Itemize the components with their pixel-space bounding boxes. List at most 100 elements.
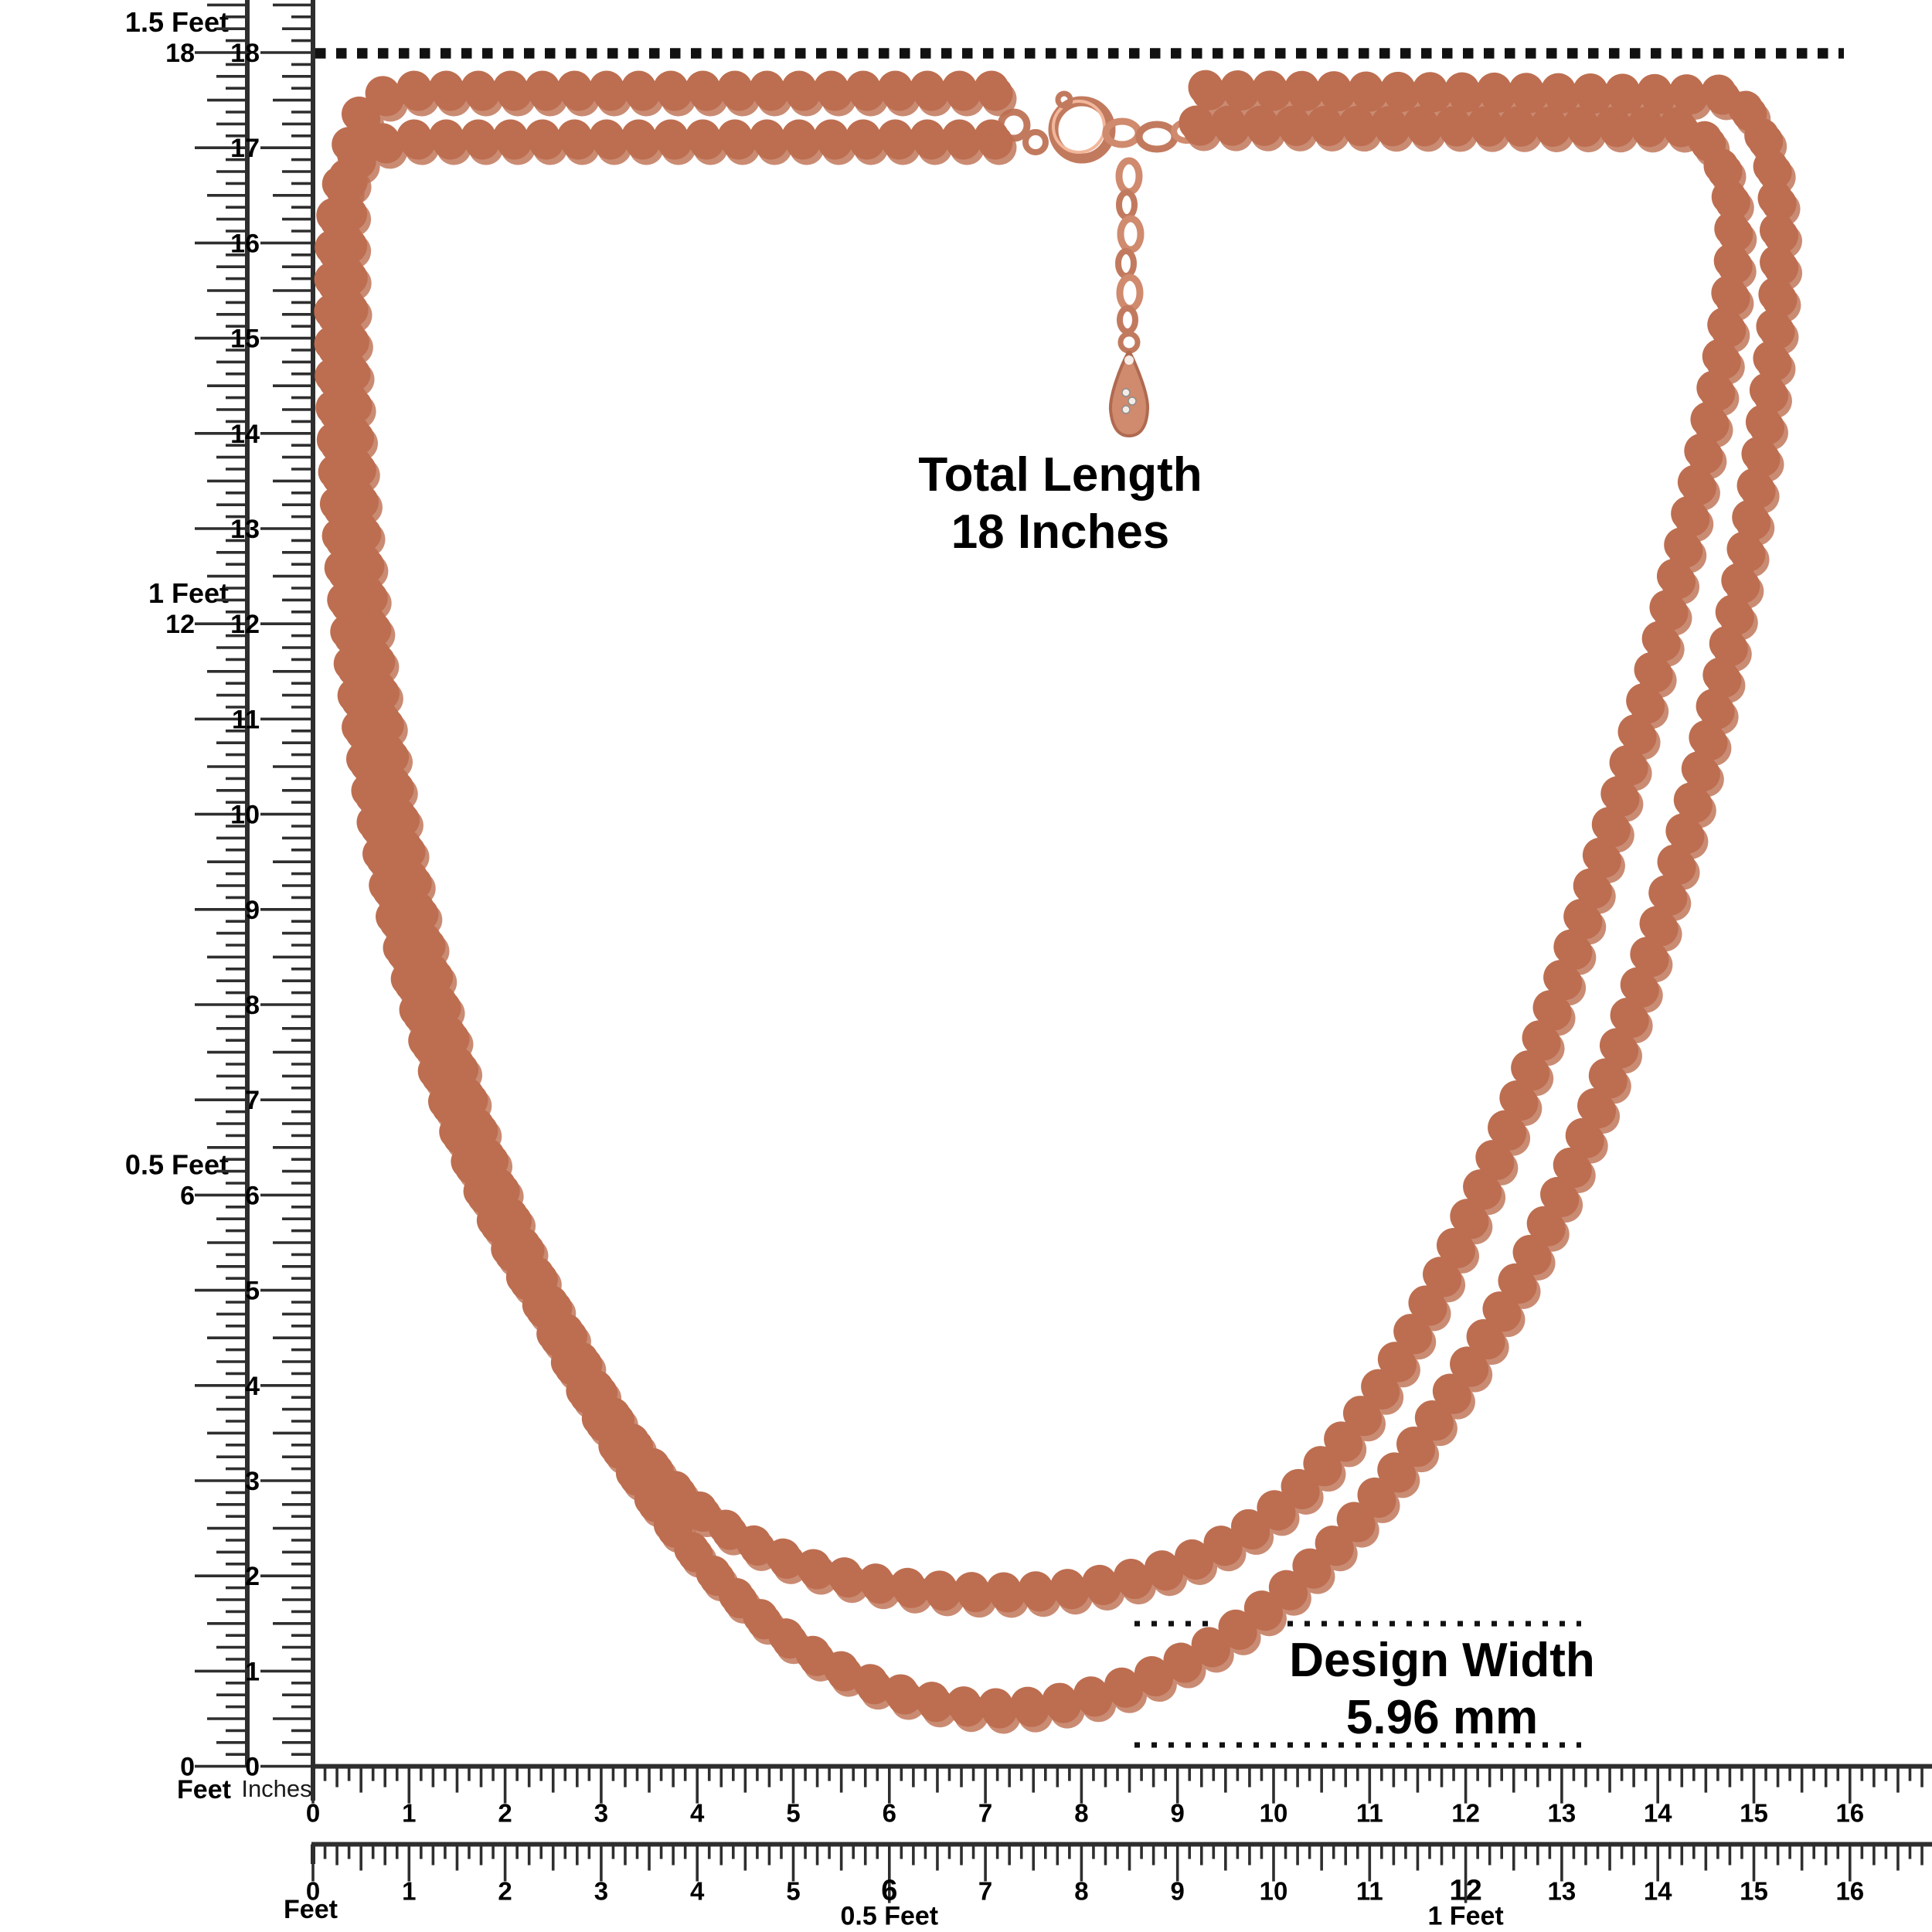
- chain-link: [1117, 331, 1141, 354]
- total-length-line1: Total Length: [918, 448, 1202, 502]
- design-width-label: Design Width 5.96 mm: [1187, 1632, 1697, 1747]
- clasp-assembly: [997, 90, 1203, 438]
- ruler-number: 3: [245, 1467, 260, 1496]
- ruler-number: 11: [1356, 1877, 1383, 1906]
- ruler-unit-label: Feet: [177, 1775, 231, 1804]
- ruler-number: 8: [245, 991, 260, 1020]
- ruler-number: 13: [230, 515, 260, 544]
- total-length-line2: 18 Inches: [951, 505, 1170, 559]
- ruler-number: 15: [1740, 1877, 1768, 1906]
- ruler-number: 1: [245, 1657, 260, 1686]
- ruler-number: 3: [594, 1877, 608, 1906]
- ruler-number: 0: [180, 1753, 195, 1782]
- ruler-number: 12: [1451, 1799, 1480, 1828]
- ruler-number: 9: [1171, 1877, 1185, 1906]
- ruler-number: 18: [165, 39, 195, 68]
- ruler-number: 16: [1835, 1877, 1864, 1906]
- design-width-dotted-lines: [1134, 1621, 1581, 1748]
- ruler-number: 5: [786, 1877, 800, 1906]
- ruler-number: 16: [230, 229, 260, 258]
- crystal: [1121, 405, 1131, 414]
- design-width-line2: 5.96 mm: [1345, 1691, 1539, 1744]
- ruler-number: 12: [230, 610, 260, 639]
- spring-ring-highlight: [1052, 100, 1106, 154]
- chain-link: [1115, 248, 1137, 279]
- ruler-number: 3: [594, 1799, 608, 1828]
- ruler-number: 7: [978, 1799, 992, 1828]
- ruler-number: 4: [690, 1877, 705, 1906]
- ruler-number: 12: [165, 610, 195, 639]
- ruler-feet-label: 0.5 Feet: [840, 1902, 938, 1931]
- ruler-number: 14: [1644, 1877, 1672, 1906]
- clasp-knob: [1055, 90, 1073, 109]
- ruler-number: 10: [1260, 1877, 1288, 1906]
- ruler-number: 6: [883, 1799, 896, 1828]
- ruler-feet-label: 1 Feet: [148, 577, 229, 609]
- ruler-number: 7: [245, 1086, 260, 1115]
- extender-chain: [1115, 157, 1145, 354]
- ruler-number: 0: [306, 1877, 320, 1906]
- chain-link: [1116, 189, 1138, 220]
- spring-ring-clasp: [1048, 96, 1116, 164]
- ruler-number: 4: [690, 1799, 705, 1828]
- ruler-number: 5: [245, 1277, 260, 1306]
- chain-link: [1135, 121, 1179, 153]
- ruler-number: 9: [1171, 1799, 1185, 1828]
- ruler-number: 9: [245, 896, 260, 925]
- ruler-number: 0: [245, 1753, 260, 1782]
- ruler-unit-label: Inches: [241, 1775, 311, 1802]
- chain-link: [1115, 157, 1143, 196]
- ruler-number: 4: [245, 1372, 260, 1401]
- outer-strand-bead-body: [335, 93, 1781, 1711]
- logo-tag: [1108, 351, 1150, 438]
- design-width-line1: Design Width: [1289, 1634, 1595, 1687]
- jump-ring: [1022, 129, 1049, 155]
- vertical-feet-ruler: 0 60.5 Feet 121 Feet 181.5 Feet Feet: [125, 0, 250, 1804]
- chain-link: [1117, 305, 1138, 335]
- ruler-number: 18: [230, 39, 260, 68]
- ruler-number: 0: [306, 1799, 320, 1828]
- ruler-number: 7: [978, 1877, 992, 1906]
- ruler-number: 8: [1074, 1799, 1088, 1828]
- ruler-number: 10: [1260, 1799, 1288, 1828]
- ruler-number: 16: [1835, 1799, 1864, 1828]
- ruler-number: 1: [402, 1799, 416, 1828]
- necklace-inner-strand: [346, 88, 1740, 1600]
- ruler-number: 17: [230, 134, 260, 163]
- ruler-number: 10: [230, 801, 260, 830]
- ruler-number: 2: [498, 1799, 512, 1828]
- ruler-feet-label: 0.5 Feet: [125, 1148, 229, 1180]
- ruler-number: 11: [1356, 1799, 1383, 1828]
- ruler-number: 2: [245, 1562, 260, 1591]
- tag-crystals: [1121, 388, 1137, 414]
- total-length-label: Total Length 18 Inches: [805, 447, 1315, 561]
- ruler-feet-label: 1.5 Feet: [125, 6, 229, 38]
- ruler-number: 14: [230, 420, 260, 449]
- ruler-number: 6: [881, 1875, 897, 1907]
- tag-hole: [1124, 355, 1134, 365]
- ruler-number: 15: [1740, 1799, 1768, 1828]
- crystal: [1121, 388, 1131, 397]
- necklace-outer-strand: [332, 87, 1785, 1716]
- horizontal-inches-ruler: 0 1 2 3 4 5 6 7 8 9 10 11 12 13 14 15 16: [306, 1764, 1932, 1828]
- ruler-number: 6: [180, 1181, 195, 1210]
- ruler-number: 15: [230, 325, 260, 354]
- ruler-number: 1: [402, 1877, 416, 1906]
- ruler-number: 6: [245, 1181, 260, 1210]
- ruler-number: 5: [786, 1799, 800, 1828]
- ruler-unit-label: Feet: [284, 1895, 338, 1924]
- ruler-number: 13: [1548, 1799, 1577, 1828]
- ruler-number: 11: [232, 705, 260, 734]
- chain-link: [1117, 215, 1145, 253]
- ruler-feet-label: 1 Feet: [1427, 1902, 1503, 1931]
- ruler-number: 2: [498, 1877, 512, 1906]
- ruler-number: 14: [1644, 1799, 1672, 1828]
- outer-strand-bead-highlight: [332, 87, 1777, 1706]
- crystal: [1128, 396, 1137, 406]
- outer-strand-bead-outline: [318, 75, 1799, 1729]
- ruler-number: 8: [1074, 1877, 1088, 1906]
